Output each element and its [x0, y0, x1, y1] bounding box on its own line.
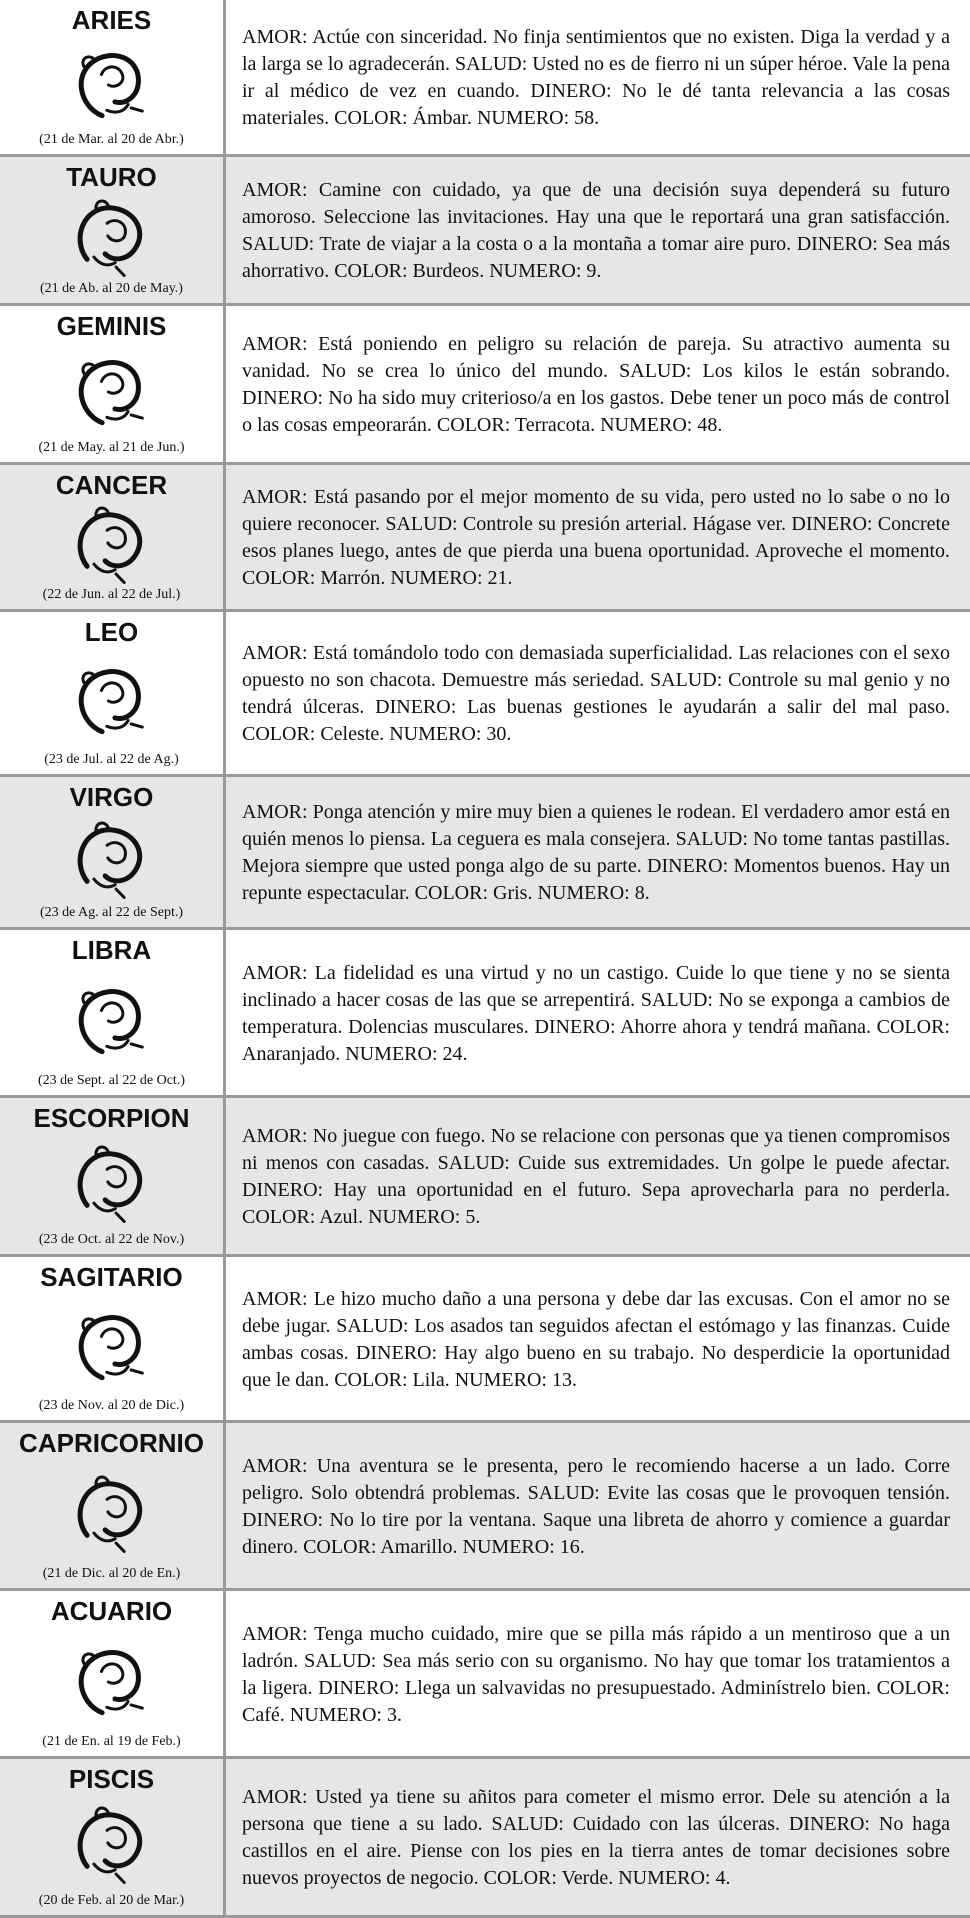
sign-dates: (21 de Mar. al 20 de Abr.): [39, 132, 184, 147]
sign-text: AMOR: La fidelidad es una virtud y no un…: [226, 930, 970, 1095]
sign-name: GEMINIS: [56, 311, 167, 341]
sign-row: PISCIS (20 de Feb. al 20 de Mar.) AMOR: Us…: [0, 1759, 970, 1918]
forecast-text: AMOR: La fidelidad es una virtud y no un…: [242, 961, 950, 1065]
sign-dates: (23 de Oct. al 22 de Nov.): [38, 1232, 185, 1247]
zodiac-icon: [78, 360, 144, 426]
sign-dates: (21 de May. al 21 de Jun.): [38, 440, 185, 455]
sign-header: GEMINIS (21 de May. al 21 de Jun.): [0, 306, 226, 462]
sign-row: GEMINIS (21 de May. al 21 de Jun.) AMOR: E…: [0, 306, 970, 465]
zodiac-icon: [78, 669, 144, 735]
sign-header: CANCER (22 de Jun. al 22 de Jul.): [0, 465, 226, 609]
zodiac-icon: [77, 1806, 142, 1884]
sign-name: PISCIS: [68, 1764, 155, 1794]
sign-name: VIRGO: [69, 782, 154, 812]
forecast-text: AMOR: Está poniendo en peligro su relaci…: [242, 333, 950, 436]
forecast-text: AMOR: Actúe con sinceridad. No finja sen…: [242, 26, 950, 129]
sign-name: LIBRA: [71, 935, 152, 965]
zodiac-icon: [78, 53, 144, 119]
sign-row: ARIES (21 de Mar. al 20 de Abr.) AMOR: Act…: [0, 0, 970, 157]
zodiac-icon: [78, 1314, 144, 1380]
forecast-text: AMOR: Le hizo mucho daño a una persona y…: [242, 1287, 950, 1391]
zodiac-icon: [78, 988, 144, 1054]
sign-header: CAPRICORNIO (21 de Dic. al 20 de En.): [0, 1423, 226, 1588]
sign-text: AMOR: Está tomándolo todo con demasiada …: [226, 612, 970, 774]
sign-name: ACUARIO: [50, 1596, 173, 1626]
forecast-text: AMOR: Camine con cuidado, ya que de una …: [242, 179, 950, 282]
sign-text: AMOR: Actúe con sinceridad. No finja sen…: [226, 0, 970, 154]
sign-header: ACUARIO (21 de En. al 19 de Feb.): [0, 1591, 226, 1756]
sign-dates: (20 de Feb. al 20 de Mar.): [38, 1893, 185, 1908]
sign-text: AMOR: Le hizo mucho daño a una persona y…: [226, 1257, 970, 1420]
sign-row: ACUARIO (21 de En. al 19 de Feb.) AMOR: Te…: [0, 1591, 970, 1759]
zodiac-icon: [77, 506, 142, 584]
sign-dates: (23 de Nov. al 20 de Dic.): [38, 1398, 185, 1413]
sign-text: AMOR: Tenga mucho cuidado, mire que se p…: [226, 1591, 970, 1756]
sign-row: CAPRICORNIO (21 de Dic. al 20 de En.) AMOR…: [0, 1423, 970, 1591]
sign-row: LEO (23 de Jul. al 22 de Ag.) AMOR: Está t…: [0, 612, 970, 777]
zodiac-icon: [77, 821, 142, 899]
sign-header: LIBRA (23 de Sept. al 22 de Oct.): [0, 930, 226, 1095]
sign-row: TAURO (21 de Ab. al 20 de May.) AMOR: Cami…: [0, 157, 970, 306]
forecast-text: AMOR: Está tomándolo todo con demasiada …: [242, 642, 950, 745]
sign-dates: (23 de Ag. al 22 de Sept.): [39, 905, 184, 920]
forecast-text: AMOR: Tenga mucho cuidado, mire que se p…: [242, 1622, 950, 1726]
sign-name: LEO: [84, 617, 139, 647]
sign-row: LIBRA (23 de Sept. al 22 de Oct.) AMOR: La…: [0, 930, 970, 1098]
sign-header: SAGITARIO (23 de Nov. al 20 de Dic.): [0, 1257, 226, 1420]
sign-name: ARIES: [71, 5, 152, 35]
forecast-text: AMOR: Usted ya tiene su añitos para come…: [242, 1786, 950, 1889]
sign-dates: (23 de Sept. al 22 de Oct.): [38, 1073, 185, 1088]
sign-row: CANCER (22 de Jun. al 22 de Jul.) AMOR: Es…: [0, 465, 970, 612]
sign-text: AMOR: Está poniendo en peligro su relaci…: [226, 306, 970, 462]
sign-name: CANCER: [55, 470, 168, 500]
forecast-text: AMOR: No juegue con fuego. No se relacio…: [242, 1125, 950, 1228]
sign-text: AMOR: Una aventura se le presenta, pero …: [226, 1423, 970, 1588]
sign-header: LEO (23 de Jul. al 22 de Ag.): [0, 612, 226, 774]
sign-text: AMOR: Camine con cuidado, ya que de una …: [226, 157, 970, 303]
sign-name: ESCORPION: [33, 1103, 190, 1133]
sign-header: ESCORPION (23 de Oct. al 22 de Nov.): [0, 1098, 226, 1254]
zodiac-icon: [77, 1474, 142, 1553]
zodiac-icon: [78, 1649, 144, 1715]
sign-row: SAGITARIO (23 de Nov. al 20 de Dic.) AMOR:…: [0, 1257, 970, 1423]
sign-row: ESCORPION (23 de Oct. al 22 de Nov.) AMOR:…: [0, 1098, 970, 1257]
sign-text: AMOR: No juegue con fuego. No se relacio…: [226, 1098, 970, 1254]
sign-dates: (23 de Jul. al 22 de Ag.): [44, 752, 179, 767]
sign-header: ARIES (21 de Mar. al 20 de Abr.): [0, 0, 226, 154]
sign-header: VIRGO (23 de Ag. al 22 de Sept.): [0, 777, 226, 927]
sign-name: SAGITARIO: [40, 1262, 183, 1292]
sign-name: CAPRICORNIO: [19, 1428, 204, 1458]
sign-header: TAURO (21 de Ab. al 20 de May.): [0, 157, 226, 303]
forecast-text: AMOR: Está pasando por el mejor momento …: [242, 486, 950, 589]
sign-dates: (22 de Jun. al 22 de Jul.): [42, 587, 181, 602]
zodiac-icon: [77, 199, 142, 277]
sign-text: AMOR: Ponga atención y mire muy bien a q…: [226, 777, 970, 927]
zodiac-icon: [77, 1145, 142, 1223]
sign-text: AMOR: Usted ya tiene su añitos para come…: [226, 1759, 970, 1915]
forecast-text: AMOR: Ponga atención y mire muy bien a q…: [242, 801, 950, 904]
sign-dates: (21 de En. al 19 de Feb.): [42, 1734, 181, 1749]
sign-dates: (21 de Ab. al 20 de May.): [40, 281, 183, 296]
sign-name: TAURO: [66, 162, 157, 192]
sign-header: PISCIS (20 de Feb. al 20 de Mar.): [0, 1759, 226, 1915]
forecast-text: AMOR: Una aventura se le presenta, pero …: [242, 1454, 950, 1558]
sign-dates: (21 de Dic. al 20 de En.): [42, 1566, 181, 1581]
sign-text: AMOR: Está pasando por el mejor momento …: [226, 465, 970, 609]
sign-row: VIRGO (23 de Ag. al 22 de Sept.) AMOR: Pon…: [0, 777, 970, 930]
